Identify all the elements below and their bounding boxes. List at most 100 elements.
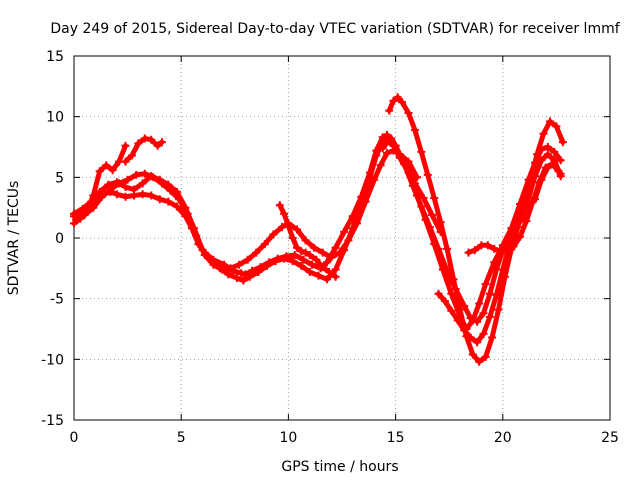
data-point (72, 215, 81, 224)
data-point (443, 244, 452, 253)
data-series-6 (385, 93, 567, 366)
data-point (340, 227, 349, 236)
data-point (138, 179, 147, 188)
data-point (509, 242, 518, 251)
data-point (434, 289, 443, 298)
data-point (447, 289, 456, 298)
data-point (453, 316, 462, 325)
data-point (147, 191, 156, 200)
data-point (404, 157, 413, 166)
data-point (417, 202, 426, 211)
data-point (308, 260, 316, 269)
x-tick-label: 10 (279, 430, 297, 446)
data-point (312, 255, 321, 264)
data-point (537, 156, 546, 165)
data-point (132, 170, 141, 179)
data-point (541, 163, 550, 172)
data-point (192, 231, 201, 240)
data-point (123, 175, 132, 184)
data-point (149, 173, 158, 182)
data-point (447, 306, 456, 315)
data-point (112, 190, 121, 199)
data-point (335, 248, 344, 257)
data-point (323, 258, 331, 267)
data-point (155, 195, 164, 204)
data-point (518, 207, 527, 216)
data-point (404, 109, 413, 117)
data-point (451, 285, 460, 293)
data-point (104, 180, 113, 189)
data-series-2 (121, 134, 166, 166)
data-point (475, 299, 484, 308)
data-point (305, 251, 314, 259)
data-point (232, 274, 241, 282)
data-point (140, 134, 149, 143)
data-point (280, 209, 289, 218)
data-point (299, 255, 308, 264)
data-point (466, 314, 475, 323)
data-point (533, 150, 542, 159)
data-point (284, 221, 293, 230)
data-point (314, 271, 323, 280)
data-point (235, 260, 244, 269)
data-point (172, 202, 181, 211)
data-point (475, 357, 484, 366)
data-point (254, 268, 263, 276)
data-point (243, 255, 252, 264)
data-point (209, 260, 218, 269)
data-point (121, 192, 130, 201)
data-point (97, 192, 106, 201)
data-point (550, 147, 559, 156)
data-point (398, 98, 406, 107)
data-point (121, 141, 130, 150)
y-tick-label: -15 (41, 413, 64, 429)
data-point (468, 350, 477, 359)
data-point (293, 225, 301, 234)
data-point (89, 203, 98, 212)
data-point (488, 333, 497, 342)
data-point (455, 305, 464, 314)
data-point (121, 183, 130, 191)
data-point (239, 276, 248, 285)
data-point (548, 160, 557, 168)
data-point (498, 265, 507, 274)
data-point (138, 190, 147, 199)
data-point (434, 244, 443, 253)
data-point (331, 265, 340, 274)
data-point (164, 197, 173, 206)
data-point (301, 236, 310, 245)
data-point (87, 197, 96, 206)
data-point (485, 312, 494, 321)
data-point (271, 257, 280, 266)
data-point (297, 261, 306, 270)
y-tick-label: 15 (46, 49, 64, 65)
data-point (78, 204, 87, 213)
series-line (73, 148, 420, 272)
data-point (263, 261, 271, 270)
data-point (127, 151, 136, 160)
data-point (383, 149, 391, 158)
data-point (301, 248, 310, 257)
data-point (496, 247, 505, 256)
data-point (102, 161, 111, 170)
data-point (528, 197, 537, 206)
data-point (115, 179, 123, 188)
data-point (539, 129, 548, 138)
x-tick-label: 15 (387, 430, 405, 446)
data-point (318, 263, 327, 272)
data-point (226, 264, 235, 273)
data-point (288, 257, 297, 266)
data-point (385, 135, 394, 144)
data-point (494, 305, 503, 314)
y-axis-label: SDTVAR / TECUs (6, 181, 22, 296)
data-point (327, 253, 336, 262)
data-point (391, 141, 400, 150)
x-tick-label: 0 (70, 430, 79, 446)
data-point (290, 251, 299, 259)
x-tick-label: 5 (177, 430, 186, 446)
data-point (417, 147, 426, 156)
data-point (217, 265, 226, 274)
data-point (511, 220, 520, 229)
